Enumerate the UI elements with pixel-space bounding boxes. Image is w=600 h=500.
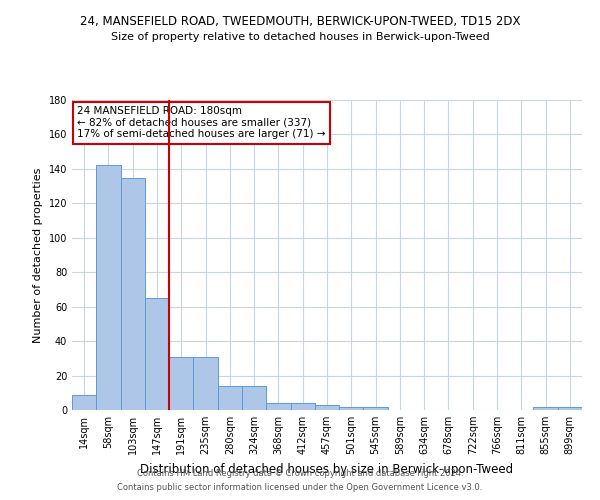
Text: 24 MANSEFIELD ROAD: 180sqm
← 82% of detached houses are smaller (337)
17% of sem: 24 MANSEFIELD ROAD: 180sqm ← 82% of deta… (77, 106, 326, 140)
Text: 24, MANSEFIELD ROAD, TWEEDMOUTH, BERWICK-UPON-TWEED, TD15 2DX: 24, MANSEFIELD ROAD, TWEEDMOUTH, BERWICK… (80, 15, 520, 28)
Bar (339, 406, 364, 410)
Text: Size of property relative to detached houses in Berwick-upon-Tweed: Size of property relative to detached ho… (110, 32, 490, 42)
Bar (533, 406, 558, 410)
Text: Contains public sector information licensed under the Open Government Licence v3: Contains public sector information licen… (118, 484, 482, 492)
Bar (218, 386, 242, 410)
Bar (72, 394, 96, 410)
Bar (193, 356, 218, 410)
Bar (121, 178, 145, 410)
Bar (266, 403, 290, 410)
Y-axis label: Number of detached properties: Number of detached properties (33, 168, 43, 342)
Bar (96, 166, 121, 410)
Bar (169, 356, 193, 410)
Text: Contains HM Land Registry data © Crown copyright and database right 2024.: Contains HM Land Registry data © Crown c… (137, 468, 463, 477)
Bar (558, 406, 582, 410)
Bar (145, 298, 169, 410)
Bar (290, 403, 315, 410)
Bar (364, 406, 388, 410)
Bar (315, 405, 339, 410)
X-axis label: Distribution of detached houses by size in Berwick-upon-Tweed: Distribution of detached houses by size … (140, 462, 514, 475)
Bar (242, 386, 266, 410)
